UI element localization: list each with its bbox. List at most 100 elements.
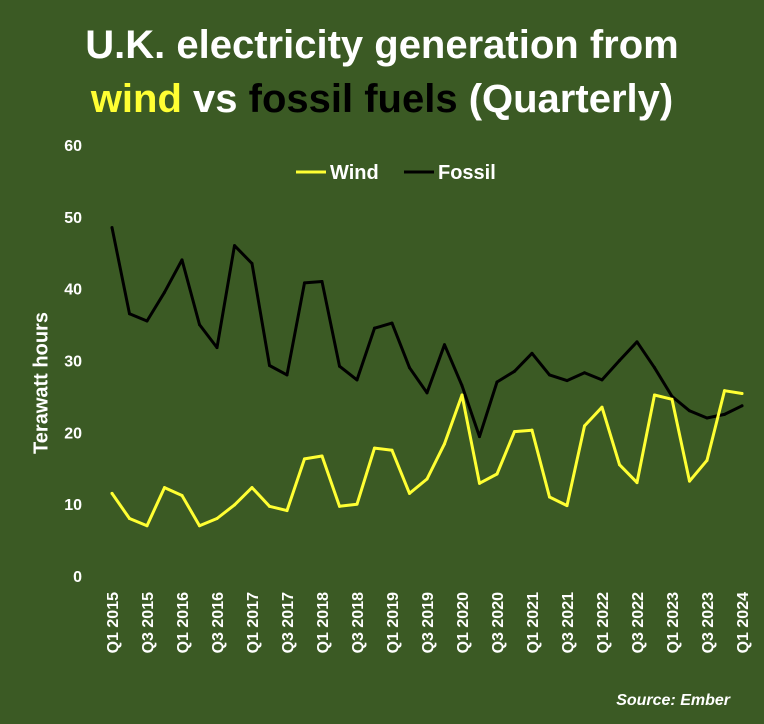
fossil-data-point: [670, 394, 674, 398]
x-tick-label: Q3 2016: [210, 592, 227, 653]
wind-data-point: [373, 446, 376, 450]
wind-data-point: [530, 428, 534, 432]
wind-data-point: [583, 424, 586, 428]
fossil-data-point: [373, 326, 376, 330]
x-tick-label: Q1 2020: [455, 592, 472, 653]
wind-data-point: [285, 509, 289, 513]
fossil-data-point: [740, 404, 744, 408]
fossil-data-point: [530, 351, 534, 355]
fossil-series-line: [110, 226, 744, 439]
wind-data-point: [390, 448, 394, 452]
fossil-data-point: [163, 290, 166, 294]
y-tick-label: 60: [64, 138, 82, 155]
fossil-data-point: [180, 258, 184, 262]
x-tick-label: Q3 2022: [630, 592, 647, 653]
wind-data-point: [618, 463, 621, 467]
fossil-data-point: [303, 281, 306, 285]
fossil-data-point: [268, 364, 271, 368]
fossil-data-point: [215, 346, 219, 350]
chart-title: U.K. electricity generation from wind vs…: [0, 18, 764, 126]
wind-data-point: [740, 392, 744, 396]
fossil-data-point: [250, 262, 254, 266]
wind-data-point: [443, 442, 446, 446]
fossil-data-point: [723, 412, 726, 416]
x-tick-label: Q3 2017: [280, 592, 297, 653]
fossil-data-point: [565, 379, 569, 383]
y-tick-label: 30: [64, 354, 82, 371]
wind-data-point: [548, 495, 551, 499]
fossil-data-point: [495, 380, 499, 384]
fossil-data-point: [460, 384, 464, 388]
wind-data-point: [233, 503, 236, 507]
wind-data-point: [460, 393, 464, 397]
fossil-data-point: [688, 409, 691, 413]
wind-data-point: [495, 472, 499, 476]
fossil-data-point: [583, 371, 586, 375]
wind-data-point: [425, 477, 429, 481]
fossil-data-point: [618, 359, 621, 362]
fossil-data-point: [145, 319, 149, 323]
wind-data-point: [408, 491, 411, 495]
y-tick-label: 50: [64, 210, 82, 227]
x-tick-label: Q1 2017: [245, 592, 262, 653]
x-tick-label: Q3 2021: [560, 592, 577, 653]
wind-data-point: [128, 517, 131, 521]
x-tick-label: Q1 2016: [175, 592, 192, 653]
wind-data-point: [635, 481, 639, 485]
fossil-data-point: [408, 366, 411, 370]
y-tick-label: 10: [64, 497, 82, 514]
wind-data-point: [670, 397, 674, 401]
y-axis-ticks: 0 10 20 30 40 50 60: [64, 138, 82, 586]
y-tick-label: 40: [64, 282, 82, 299]
wind-data-point: [198, 524, 201, 528]
x-tick-label: Q3 2023: [700, 592, 717, 653]
source-note: Source: Ember: [616, 692, 730, 709]
fossil-data-point: [285, 373, 289, 377]
wind-data-point: [250, 486, 254, 490]
fossil-legend-label: Fossil: [438, 162, 496, 184]
y-tick-label: 0: [73, 569, 82, 586]
fossil-data-point: [110, 226, 114, 230]
wind-data-point: [653, 393, 656, 397]
wind-data-point: [268, 504, 271, 508]
x-tick-label: Q3 2018: [350, 592, 367, 653]
x-tick-label: Q1 2022: [595, 592, 612, 653]
x-tick-label: Q3 2015: [140, 592, 157, 653]
x-tick-label: Q3 2019: [420, 592, 437, 653]
wind-data-point: [338, 504, 341, 508]
wind-data-point: [110, 491, 114, 495]
wind-data-point: [303, 457, 306, 461]
fossil-data-point: [128, 312, 131, 316]
x-tick-label: Q1 2015: [105, 592, 122, 653]
wind-data-point: [355, 502, 359, 506]
title-line-2: wind vs fossil fuels (Quarterly): [0, 72, 764, 126]
wind-data-point: [600, 405, 604, 409]
fossil-data-point: [425, 391, 429, 395]
title-fossil-word: fossil fuels: [248, 77, 458, 121]
fossil-data-point: [390, 321, 394, 325]
wind-data-point: [215, 517, 219, 521]
title-suffix: (Quarterly): [457, 77, 674, 121]
x-axis-ticks: Q1 2015 Q3 2015 Q1 2016 Q3 2016 Q1 2017 Q3 20…: [105, 592, 752, 653]
wind-data-point: [180, 494, 184, 498]
title-vs-word: vs: [181, 77, 249, 121]
fossil-data-point: [600, 378, 604, 382]
fossil-data-point: [198, 323, 201, 327]
fossil-data-point: [548, 373, 551, 377]
x-tick-label: Q3 2020: [490, 592, 507, 653]
title-line-1: U.K. electricity generation from: [85, 23, 679, 67]
wind-data-point: [478, 481, 481, 485]
legend: Wind Fossil: [296, 162, 496, 184]
wind-data-point: [705, 458, 709, 462]
fossil-data-point: [478, 435, 481, 439]
x-tick-label: Q1 2024: [735, 592, 752, 653]
x-tick-label: Q1 2021: [525, 592, 542, 653]
fossil-data-point: [443, 343, 446, 347]
wind-legend-label: Wind: [330, 162, 379, 184]
x-tick-label: Q1 2018: [315, 592, 332, 653]
wind-data-point: [163, 486, 166, 490]
wind-data-point: [320, 454, 324, 458]
fossil-data-point: [653, 366, 656, 370]
wind-series-line: [110, 389, 744, 528]
fossil-data-point: [355, 378, 359, 382]
